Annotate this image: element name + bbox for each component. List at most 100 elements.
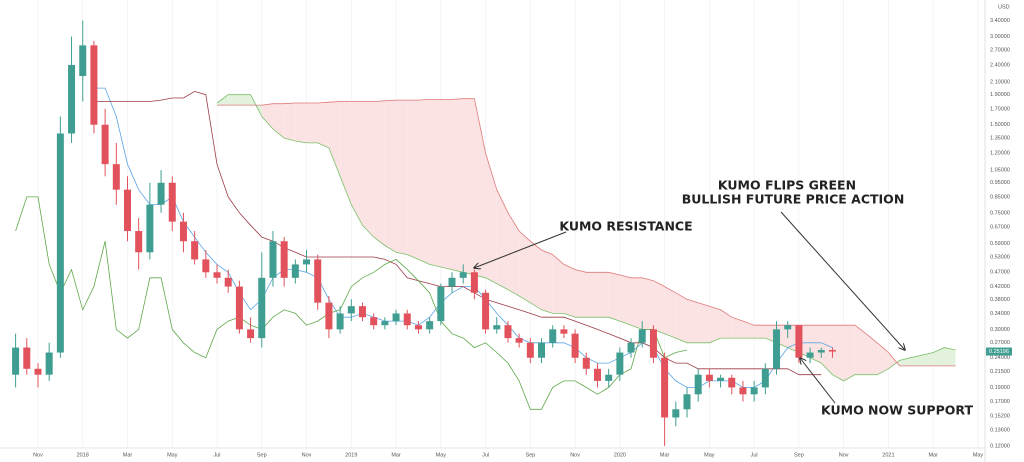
- cloud-fill: [619, 275, 632, 326]
- cloud-fill: [217, 94, 229, 106]
- y-tick-label: 2.70000: [990, 47, 1010, 53]
- x-tick-label: Mar: [123, 452, 133, 458]
- last-price-badge: [986, 347, 1012, 356]
- candle-body: [347, 306, 355, 314]
- cloud-fill: [709, 306, 721, 343]
- y-tick-label: 0.15200: [990, 413, 1010, 419]
- candle-body: [605, 374, 613, 381]
- candle-body: [280, 241, 288, 278]
- candle-body: [303, 259, 311, 265]
- candle-body: [23, 347, 31, 369]
- x-tick-label: Nov: [839, 452, 849, 458]
- cloud-fill: [586, 272, 598, 318]
- x-tick-label: Jul: [751, 452, 758, 458]
- candle-body: [403, 313, 411, 326]
- x-tick-label: May: [704, 452, 715, 458]
- cloud-fill: [284, 102, 296, 141]
- candle-body: [235, 286, 243, 330]
- cloud-fill: [552, 254, 564, 314]
- candle-body: [135, 231, 143, 253]
- candle-body: [68, 64, 76, 134]
- cloud-fill: [866, 333, 878, 375]
- annotation-arrow: [800, 358, 836, 404]
- annotation: KUMO NOW SUPPORT: [821, 403, 973, 418]
- y-tick-label: 1.70000: [990, 106, 1010, 112]
- indicator-line: [93, 90, 822, 376]
- candle-body: [515, 338, 523, 343]
- cloud-fill: [228, 94, 240, 106]
- candle-body: [291, 264, 299, 278]
- cloud-fill: [597, 272, 609, 318]
- y-tick-label: 3.00000: [990, 34, 1010, 40]
- candle-body: [717, 377, 725, 381]
- cloud-fill: [921, 352, 934, 366]
- x-tick-label: Nov: [33, 452, 43, 458]
- cloud-fill: [530, 241, 542, 310]
- candle-body: [258, 277, 266, 339]
- cloud-fill: [754, 325, 766, 339]
- cloud-fill: [429, 99, 441, 267]
- candle-body: [124, 189, 131, 232]
- y-tick-label: 0.53000: [990, 254, 1010, 260]
- y-tick-label: 1.90000: [990, 92, 1010, 98]
- x-tick-label: Jul: [482, 452, 489, 458]
- candle-body: [336, 313, 344, 330]
- candle-body: [426, 321, 434, 330]
- cloud-fill: [664, 286, 676, 339]
- candle-body: [247, 329, 255, 339]
- x-tick-label: Sep: [794, 452, 804, 458]
- cloud-fill: [720, 309, 732, 339]
- y-tick-label: 0.42000: [990, 284, 1010, 290]
- cloud-fill: [496, 189, 508, 290]
- y-tick-label: 0.27000: [990, 340, 1010, 346]
- cloud-fill: [239, 94, 251, 106]
- y-tick-label: 0.85000: [990, 194, 1010, 200]
- cloud-fill: [563, 264, 576, 318]
- candle-body: [817, 350, 825, 353]
- candle-body: [773, 329, 781, 369]
- currency-label: USD: [998, 4, 1010, 10]
- cloud-fill: [351, 101, 363, 226]
- y-tick-label: 0.12000: [990, 443, 1010, 449]
- cloud-fill: [631, 277, 643, 330]
- candle-body: [269, 241, 277, 278]
- candle-body: [202, 259, 210, 273]
- x-tick-label: Nov: [302, 452, 312, 458]
- candle-body: [146, 204, 154, 253]
- candle-body: [504, 325, 512, 339]
- candle-body: [672, 409, 680, 418]
- x-tick-label: Mar: [391, 452, 401, 458]
- annotation: BULLISH FUTURE PRICE ACTION: [682, 192, 905, 207]
- last-price-label: 0.25196: [989, 349, 1009, 355]
- candle-body: [470, 272, 478, 293]
- candle-body: [79, 45, 87, 77]
- x-tick-label: Nov: [570, 452, 580, 458]
- candle-body: [739, 387, 747, 395]
- candle-body: [728, 377, 736, 388]
- y-tick-label: 0.47000: [990, 270, 1010, 276]
- cloud-fill: [742, 321, 755, 339]
- annotation-arrow: [780, 211, 905, 350]
- candle-body: [414, 325, 422, 330]
- cloud-fill: [675, 292, 687, 343]
- candle-body: [538, 342, 546, 358]
- cloud-fill: [418, 99, 430, 265]
- candle-body: [806, 352, 814, 358]
- cloud-fill: [261, 103, 273, 130]
- candle-body: [370, 317, 378, 326]
- y-tick-label: 0.17000: [990, 399, 1010, 405]
- y-tick-label: 0.24000: [990, 355, 1010, 361]
- y-tick-label: 1.50000: [990, 122, 1010, 128]
- x-tick-label: 2021: [882, 452, 894, 458]
- x-tick-label: 2019: [345, 452, 357, 458]
- x-tick-label: Sep: [257, 452, 267, 458]
- candle-body: [482, 292, 490, 330]
- x-tick-label: Mar: [660, 452, 670, 458]
- candle-body: [392, 313, 400, 322]
- candle-body: [101, 124, 109, 165]
- cloud-fill: [272, 103, 285, 139]
- candle-body: [549, 329, 557, 343]
- y-tick-label: 1.05000: [990, 168, 1010, 174]
- candle-body: [761, 368, 769, 388]
- cloud-fill: [910, 355, 922, 366]
